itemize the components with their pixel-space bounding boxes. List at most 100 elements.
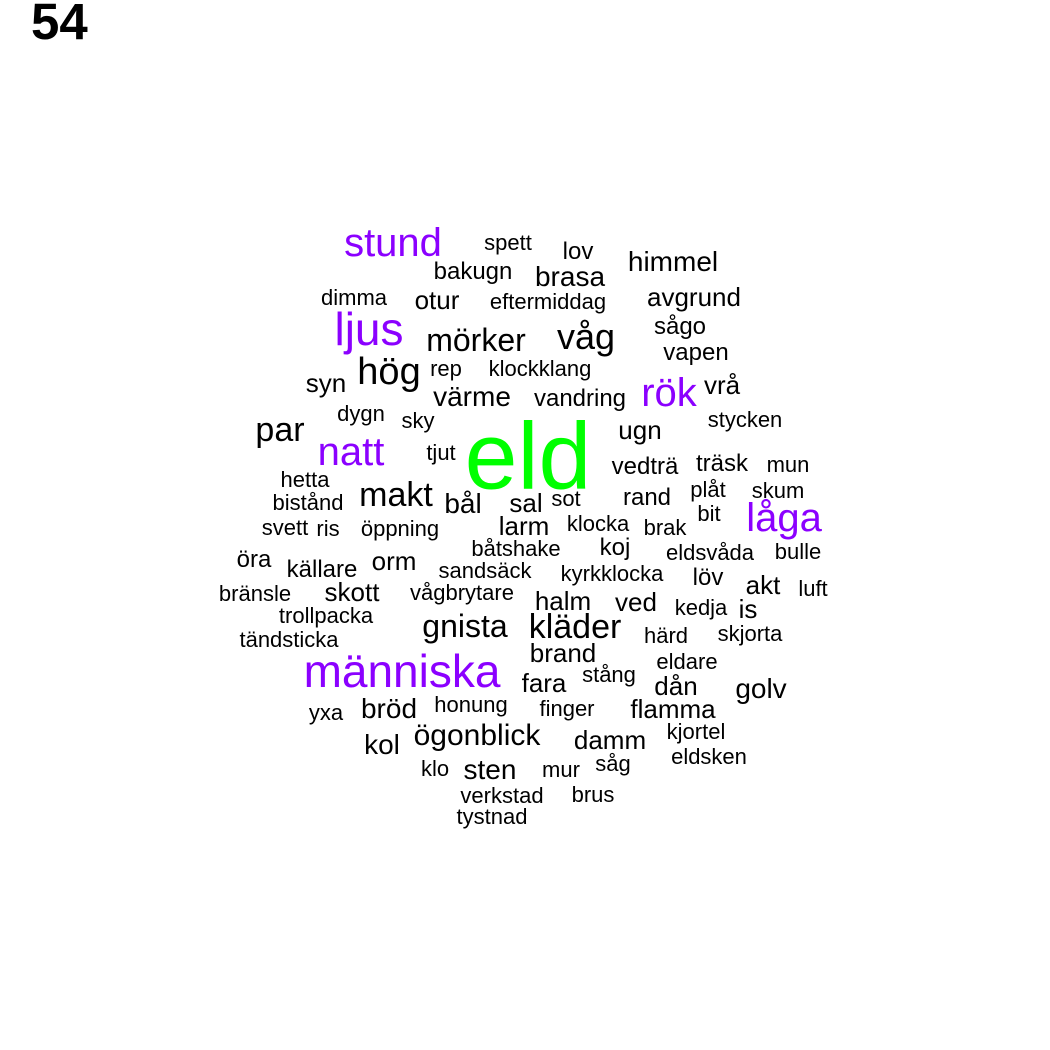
word-vandring: vandring — [533, 385, 627, 412]
word-lov: löv — [692, 564, 724, 591]
word-klo: klo — [420, 756, 450, 781]
word-verkstad: verkstad — [460, 783, 544, 808]
word-lov: lov — [562, 238, 594, 265]
word-kedja: kedja — [674, 595, 728, 620]
word-sandsack: sandsäck — [438, 558, 532, 583]
word-svett: svett — [261, 515, 309, 540]
word-golv: golv — [735, 673, 787, 704]
word-koj: koj — [599, 534, 631, 561]
word-oppning: öppning — [360, 516, 440, 541]
word-tjut: tjut — [426, 440, 456, 465]
word-is: is — [738, 594, 758, 624]
word-bulle: bulle — [774, 539, 822, 564]
word-plat: plåt — [690, 477, 726, 502]
word-ved: ved — [615, 587, 657, 617]
word-dimma: dimma — [320, 285, 388, 310]
word-stang: stång — [582, 662, 636, 687]
word-orm: orm — [371, 546, 417, 576]
word-eld: eld — [464, 403, 592, 510]
word-flamma: flamma — [630, 694, 716, 724]
word-mun: mun — [766, 452, 810, 477]
word-rand: rand — [622, 484, 672, 511]
word-sot: sot — [551, 486, 581, 511]
word-eldsken: eldsken — [671, 744, 747, 769]
word-mur: mur — [542, 757, 580, 782]
word-eldare: eldare — [656, 649, 718, 674]
word-tystnad: tystnad — [456, 804, 528, 829]
word-klader: kläder — [528, 608, 622, 646]
word-brand: brand — [529, 638, 597, 668]
word-luft: luft — [798, 576, 828, 601]
word-hetta: hetta — [280, 467, 330, 492]
word-ris: ris — [316, 516, 340, 541]
word-makt: makt — [359, 476, 433, 514]
word-varme: värme — [433, 381, 511, 412]
word-otur: otur — [414, 285, 460, 315]
word-sky: sky — [401, 408, 435, 433]
word-syn: syn — [305, 368, 347, 398]
word-vedtra: vedträ — [611, 453, 679, 480]
word-bakugn: bakugn — [433, 258, 513, 285]
word-vapen: vapen — [663, 339, 729, 366]
word-bistand: bistånd — [272, 490, 344, 515]
word-bal: bål — [444, 488, 482, 519]
word-kyrkklocka: kyrkklocka — [560, 561, 664, 586]
word-sal: sal — [509, 488, 543, 518]
word-skott: skott — [324, 577, 380, 607]
word-vra: vrå — [703, 370, 741, 400]
word-akt: akt — [745, 570, 781, 600]
word-gnista: gnista — [422, 608, 508, 644]
word-ora: öra — [236, 546, 272, 573]
word-kol: kol — [364, 729, 400, 760]
word-rok: rök — [641, 371, 697, 415]
word-spett: spett — [484, 230, 532, 255]
word-brak: brak — [643, 515, 687, 540]
word-tandsticka: tändsticka — [239, 627, 339, 652]
word-manniska: människa — [303, 645, 501, 697]
word-yxa: yxa — [308, 700, 344, 725]
word-hog: hög — [357, 351, 421, 393]
word-halm: halm — [534, 586, 592, 616]
word-bit: bit — [697, 501, 721, 526]
word-trask: träsk — [695, 450, 749, 477]
word-fara: fara — [521, 668, 567, 698]
word-brus: brus — [571, 782, 615, 807]
word-avgrund: avgrund — [647, 282, 741, 312]
word-eldsvada: eldsvåda — [665, 540, 755, 565]
word-klockklang: klockklang — [488, 356, 592, 381]
word-skjorta: skjorta — [717, 621, 783, 646]
word-brod: bröd — [360, 693, 418, 724]
word-bransle: bränsle — [218, 581, 292, 606]
word-hard: härd — [643, 623, 689, 648]
word-ugn: ugn — [618, 415, 662, 445]
word-skum: skum — [751, 478, 805, 503]
word-damm: damm — [573, 725, 647, 755]
word-larm: larm — [498, 511, 550, 541]
word-stycken: stycken — [707, 407, 783, 432]
word-rep: rep — [430, 356, 462, 381]
word-vagbrytare: vågbrytare — [410, 580, 514, 605]
word-laga: låga — [746, 496, 822, 540]
word-sag: såg — [595, 751, 631, 776]
word-batshake: båtshake — [471, 536, 561, 561]
word-dygn: dygn — [337, 401, 385, 426]
word-sago: sågo — [653, 313, 707, 340]
word-kallare: källare — [286, 556, 358, 583]
word-ljus: ljus — [334, 303, 404, 355]
word-natt: natt — [317, 430, 385, 474]
word-honung: honung — [434, 692, 508, 717]
word-trollpacka: trollpacka — [278, 603, 374, 628]
word-sten: sten — [463, 754, 517, 785]
word-finger: finger — [539, 696, 595, 721]
word-kjortel: kjortel — [666, 719, 726, 744]
word-ogonblick: ögonblick — [413, 719, 541, 752]
word-himmel: himmel — [627, 246, 719, 277]
word-dan: dån — [654, 671, 698, 701]
word-stund: stund — [344, 221, 442, 265]
word-eftermiddag: eftermiddag — [489, 289, 607, 314]
word-klocka: klocka — [566, 511, 630, 536]
word-vag: våg — [556, 316, 616, 357]
word-par: par — [255, 411, 305, 449]
word-brasa: brasa — [534, 261, 606, 292]
